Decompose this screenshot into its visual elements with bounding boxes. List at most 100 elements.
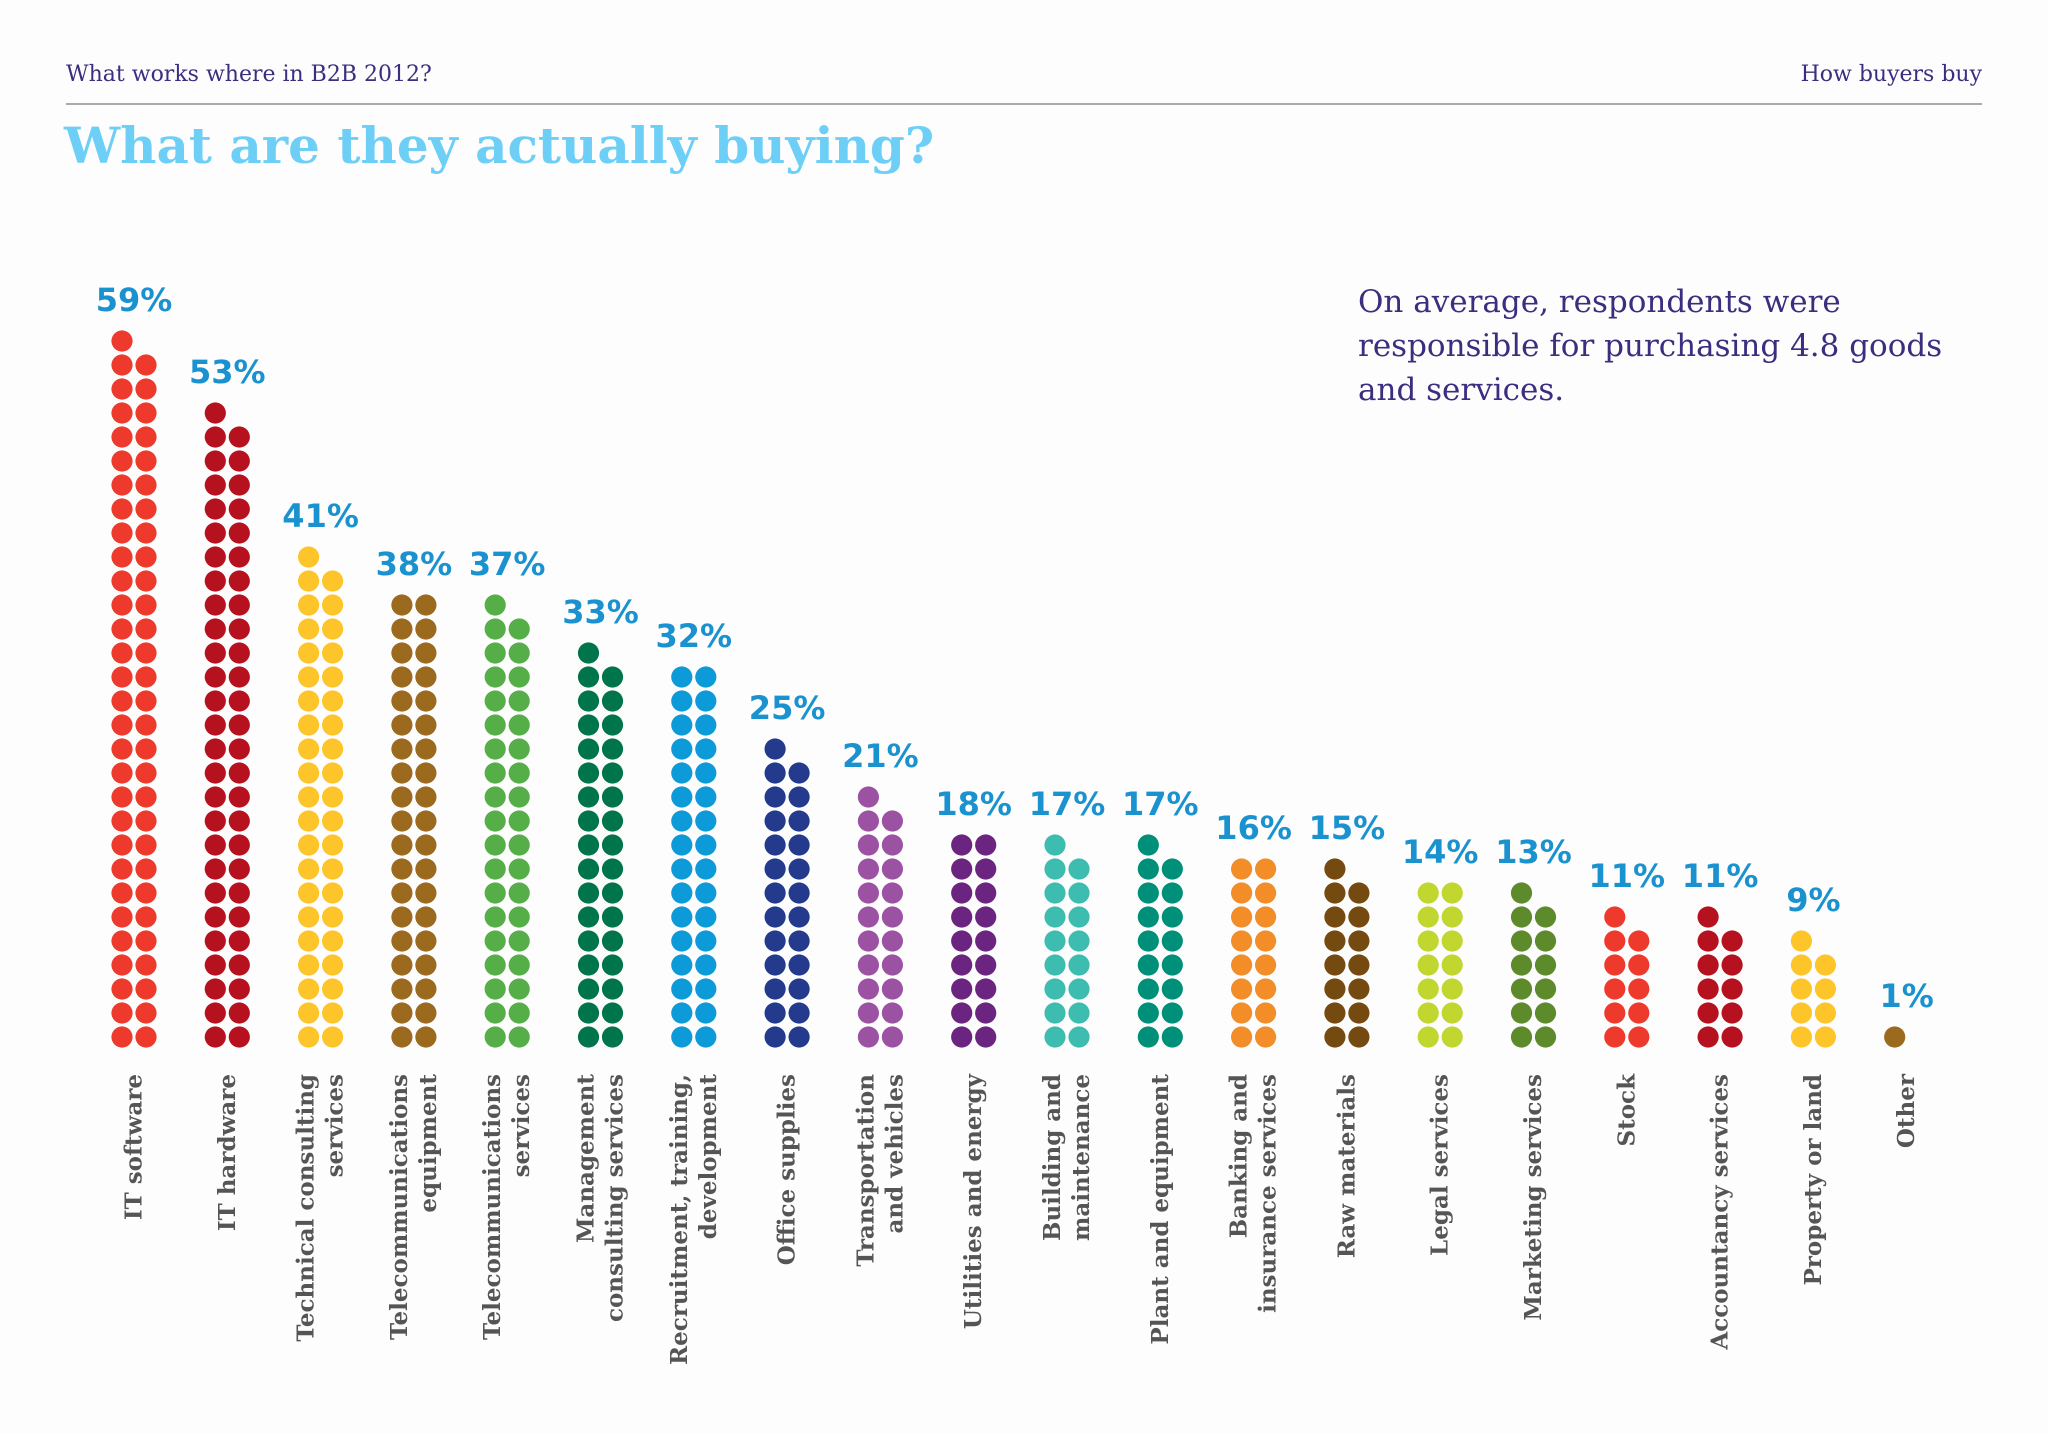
value-label: 13% [1495, 833, 1572, 871]
dot [322, 594, 344, 616]
dot [788, 786, 810, 808]
value-label: 14% [1402, 833, 1479, 871]
dot [415, 642, 437, 664]
dot [764, 786, 786, 808]
dot [1231, 906, 1253, 928]
dot [204, 738, 226, 760]
dot [764, 1026, 786, 1048]
dot [111, 834, 133, 856]
dot [1721, 978, 1743, 1000]
dot [1510, 906, 1533, 928]
dot [577, 714, 600, 736]
dot [788, 906, 810, 928]
dot [391, 690, 413, 712]
dot [204, 474, 226, 496]
dot [881, 930, 904, 952]
dot [484, 930, 506, 952]
dot [1231, 1002, 1253, 1024]
dot [857, 930, 880, 952]
dot [1255, 906, 1277, 928]
dot [881, 1002, 904, 1024]
dot [975, 1026, 997, 1048]
dot [857, 1026, 880, 1048]
dot [671, 762, 693, 784]
dot [391, 762, 413, 784]
dot [228, 570, 250, 592]
dot [391, 930, 413, 952]
dot [1161, 1026, 1183, 1048]
dot [671, 906, 693, 928]
dot [391, 666, 413, 688]
dot [322, 858, 344, 880]
dot [135, 666, 157, 688]
dot [111, 954, 133, 976]
dot [857, 978, 880, 1000]
dot [135, 690, 157, 712]
dot [135, 954, 157, 976]
dot [391, 954, 413, 976]
dot [1348, 1002, 1370, 1024]
dot [135, 642, 157, 664]
dot [1068, 930, 1090, 952]
dot [1697, 978, 1719, 1000]
dot [951, 882, 973, 904]
dot [1604, 906, 1626, 928]
dot [111, 786, 133, 808]
dot [1417, 882, 1439, 904]
dot-column [1044, 834, 1090, 1048]
dot-column [1604, 906, 1650, 1048]
dot [1510, 1026, 1533, 1048]
dot [1790, 978, 1812, 1000]
dot [1721, 954, 1743, 976]
dot [695, 810, 717, 832]
dot [601, 666, 624, 688]
header: What works where in B2B 2012? [66, 62, 432, 87]
dot [484, 738, 506, 760]
dot [857, 954, 880, 976]
dot [508, 738, 530, 760]
dot [764, 978, 786, 1000]
dot [1884, 1026, 1906, 1048]
dot [671, 882, 693, 904]
dot [111, 354, 133, 376]
dot [415, 954, 437, 976]
category-label: Management consulting services [572, 1074, 629, 1323]
dot [484, 810, 506, 832]
dot [484, 762, 506, 784]
dot [111, 930, 133, 952]
dot [228, 450, 250, 472]
dot-column [1417, 882, 1463, 1048]
dot [1137, 1026, 1159, 1048]
dot [671, 978, 693, 1000]
dot [1628, 1002, 1650, 1024]
dot [1068, 1026, 1090, 1048]
dot [484, 642, 506, 664]
dot-column [1231, 858, 1277, 1048]
dot-column [671, 666, 717, 1048]
dot [695, 666, 717, 688]
dot [788, 882, 810, 904]
dot [204, 1026, 226, 1048]
dot [415, 810, 437, 832]
dot [1628, 954, 1650, 976]
dot [415, 906, 437, 928]
dot [415, 1002, 437, 1024]
dot [1068, 1002, 1090, 1024]
dot [135, 834, 157, 856]
dot [671, 954, 693, 976]
dot [135, 714, 157, 736]
dot [1044, 930, 1066, 952]
dot [1790, 930, 1812, 952]
dot [601, 930, 624, 952]
dot [1534, 906, 1557, 928]
rule [66, 103, 1982, 105]
dot [1068, 906, 1090, 928]
dot [391, 882, 413, 904]
dot [298, 1026, 320, 1048]
dot [135, 522, 157, 544]
dot [601, 1002, 624, 1024]
dot [1441, 882, 1463, 904]
dot [135, 930, 157, 952]
dot-column [298, 546, 344, 1048]
dot [298, 810, 320, 832]
